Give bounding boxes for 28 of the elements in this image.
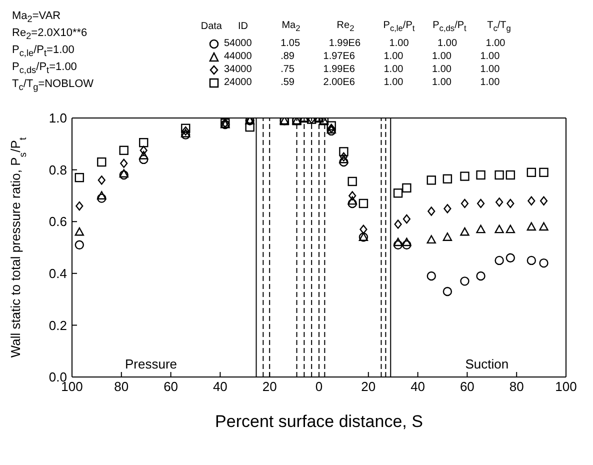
x-tick-label: 20	[361, 379, 376, 394]
y-tick-label: 0.4	[48, 266, 67, 282]
x-tick-label: 20	[262, 379, 277, 394]
text: P$_{c,le}$/P$_{t}$=1.00	[12, 44, 74, 58]
x-tick-label: 40	[212, 379, 228, 394]
annotation: Suction	[465, 356, 509, 372]
legend-label: 44000 .89 1.97E6 1.00 1.00 1.00	[224, 51, 500, 62]
y-tick-label: 0.6	[48, 214, 67, 230]
x-tick-label: 80	[509, 379, 524, 394]
x-axis-title: Percent surface distance, S	[215, 412, 423, 431]
legend-label: 54000 1.05 1.99E6 1.00 1.00 1.00	[224, 38, 506, 49]
x-tick-label: 80	[114, 379, 129, 394]
text: Data ID Ma$_{2}$ Re$_{2}$ P$_{c,le}$/P$_{t}$ P$_{c,ds}$/P$_{t}$ T$_{c}$/T$_{g}$	[200, 20, 511, 33]
y-tick-label: 0.8	[48, 162, 67, 178]
text: Re$_{2}$=2.0X10**6	[12, 27, 88, 42]
legend-label: 34000 .75 1.99E6 1.00 1.00 1.00	[224, 64, 500, 75]
annotation: Pressure	[125, 356, 178, 372]
text: P$_{c,ds}$/P$_{t}$=1.00	[12, 61, 77, 76]
text: T$_{c}$/T$_{g}$=NOBLOW	[12, 78, 94, 92]
text: Ma$_{2}$=VAR	[12, 10, 61, 24]
y-tick-label: 1.0	[48, 110, 67, 126]
x-tick-label: 60	[164, 379, 178, 394]
x-tick-label: 100	[555, 379, 577, 394]
y-tick-label: 0.2	[48, 318, 67, 333]
legend-label: 24000 .59 2.00E6 1.00 1.00 1.00	[224, 77, 500, 88]
x-tick-label: 0	[315, 379, 323, 394]
x-tick-label: 40	[410, 379, 426, 394]
x-tick-label: 60	[460, 379, 474, 394]
